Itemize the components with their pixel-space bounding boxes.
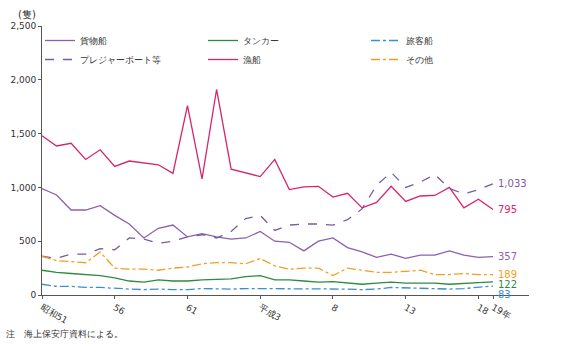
svg-text:2,500: 2,500 <box>10 21 36 31</box>
svg-text:1,500: 1,500 <box>10 129 36 139</box>
svg-text:1,000: 1,000 <box>10 183 36 193</box>
svg-text:19年: 19年 <box>490 302 513 321</box>
svg-text:その他: その他 <box>406 55 433 65</box>
svg-text:貨物船: 貨物船 <box>80 36 107 46</box>
svg-text:0: 0 <box>30 290 36 300</box>
svg-text:(隻): (隻) <box>18 9 36 20</box>
svg-text:2,000: 2,000 <box>10 75 36 85</box>
svg-text:122: 122 <box>498 279 517 290</box>
svg-text:注 海上保安庁資料による。: 注 海上保安庁資料による。 <box>6 329 123 339</box>
svg-text:プレジャーボート等: プレジャーボート等 <box>80 55 161 65</box>
svg-text:56: 56 <box>111 302 126 317</box>
svg-text:1,033: 1,033 <box>498 178 527 189</box>
svg-text:漁船: 漁船 <box>243 55 261 65</box>
svg-text:61: 61 <box>184 302 199 316</box>
svg-text:189: 189 <box>498 269 517 280</box>
svg-text:平成3: 平成3 <box>257 302 283 323</box>
svg-text:357: 357 <box>498 251 517 262</box>
svg-text:タンカー: タンカー <box>243 36 279 46</box>
svg-text:83: 83 <box>498 289 511 300</box>
svg-text:13: 13 <box>402 302 417 316</box>
svg-text:旅客船: 旅客船 <box>406 36 433 46</box>
svg-text:昭和51: 昭和51 <box>39 302 70 325</box>
svg-text:795: 795 <box>498 204 517 215</box>
svg-text:18: 18 <box>475 302 490 317</box>
svg-text:500: 500 <box>19 236 36 246</box>
svg-text:8: 8 <box>330 302 340 314</box>
